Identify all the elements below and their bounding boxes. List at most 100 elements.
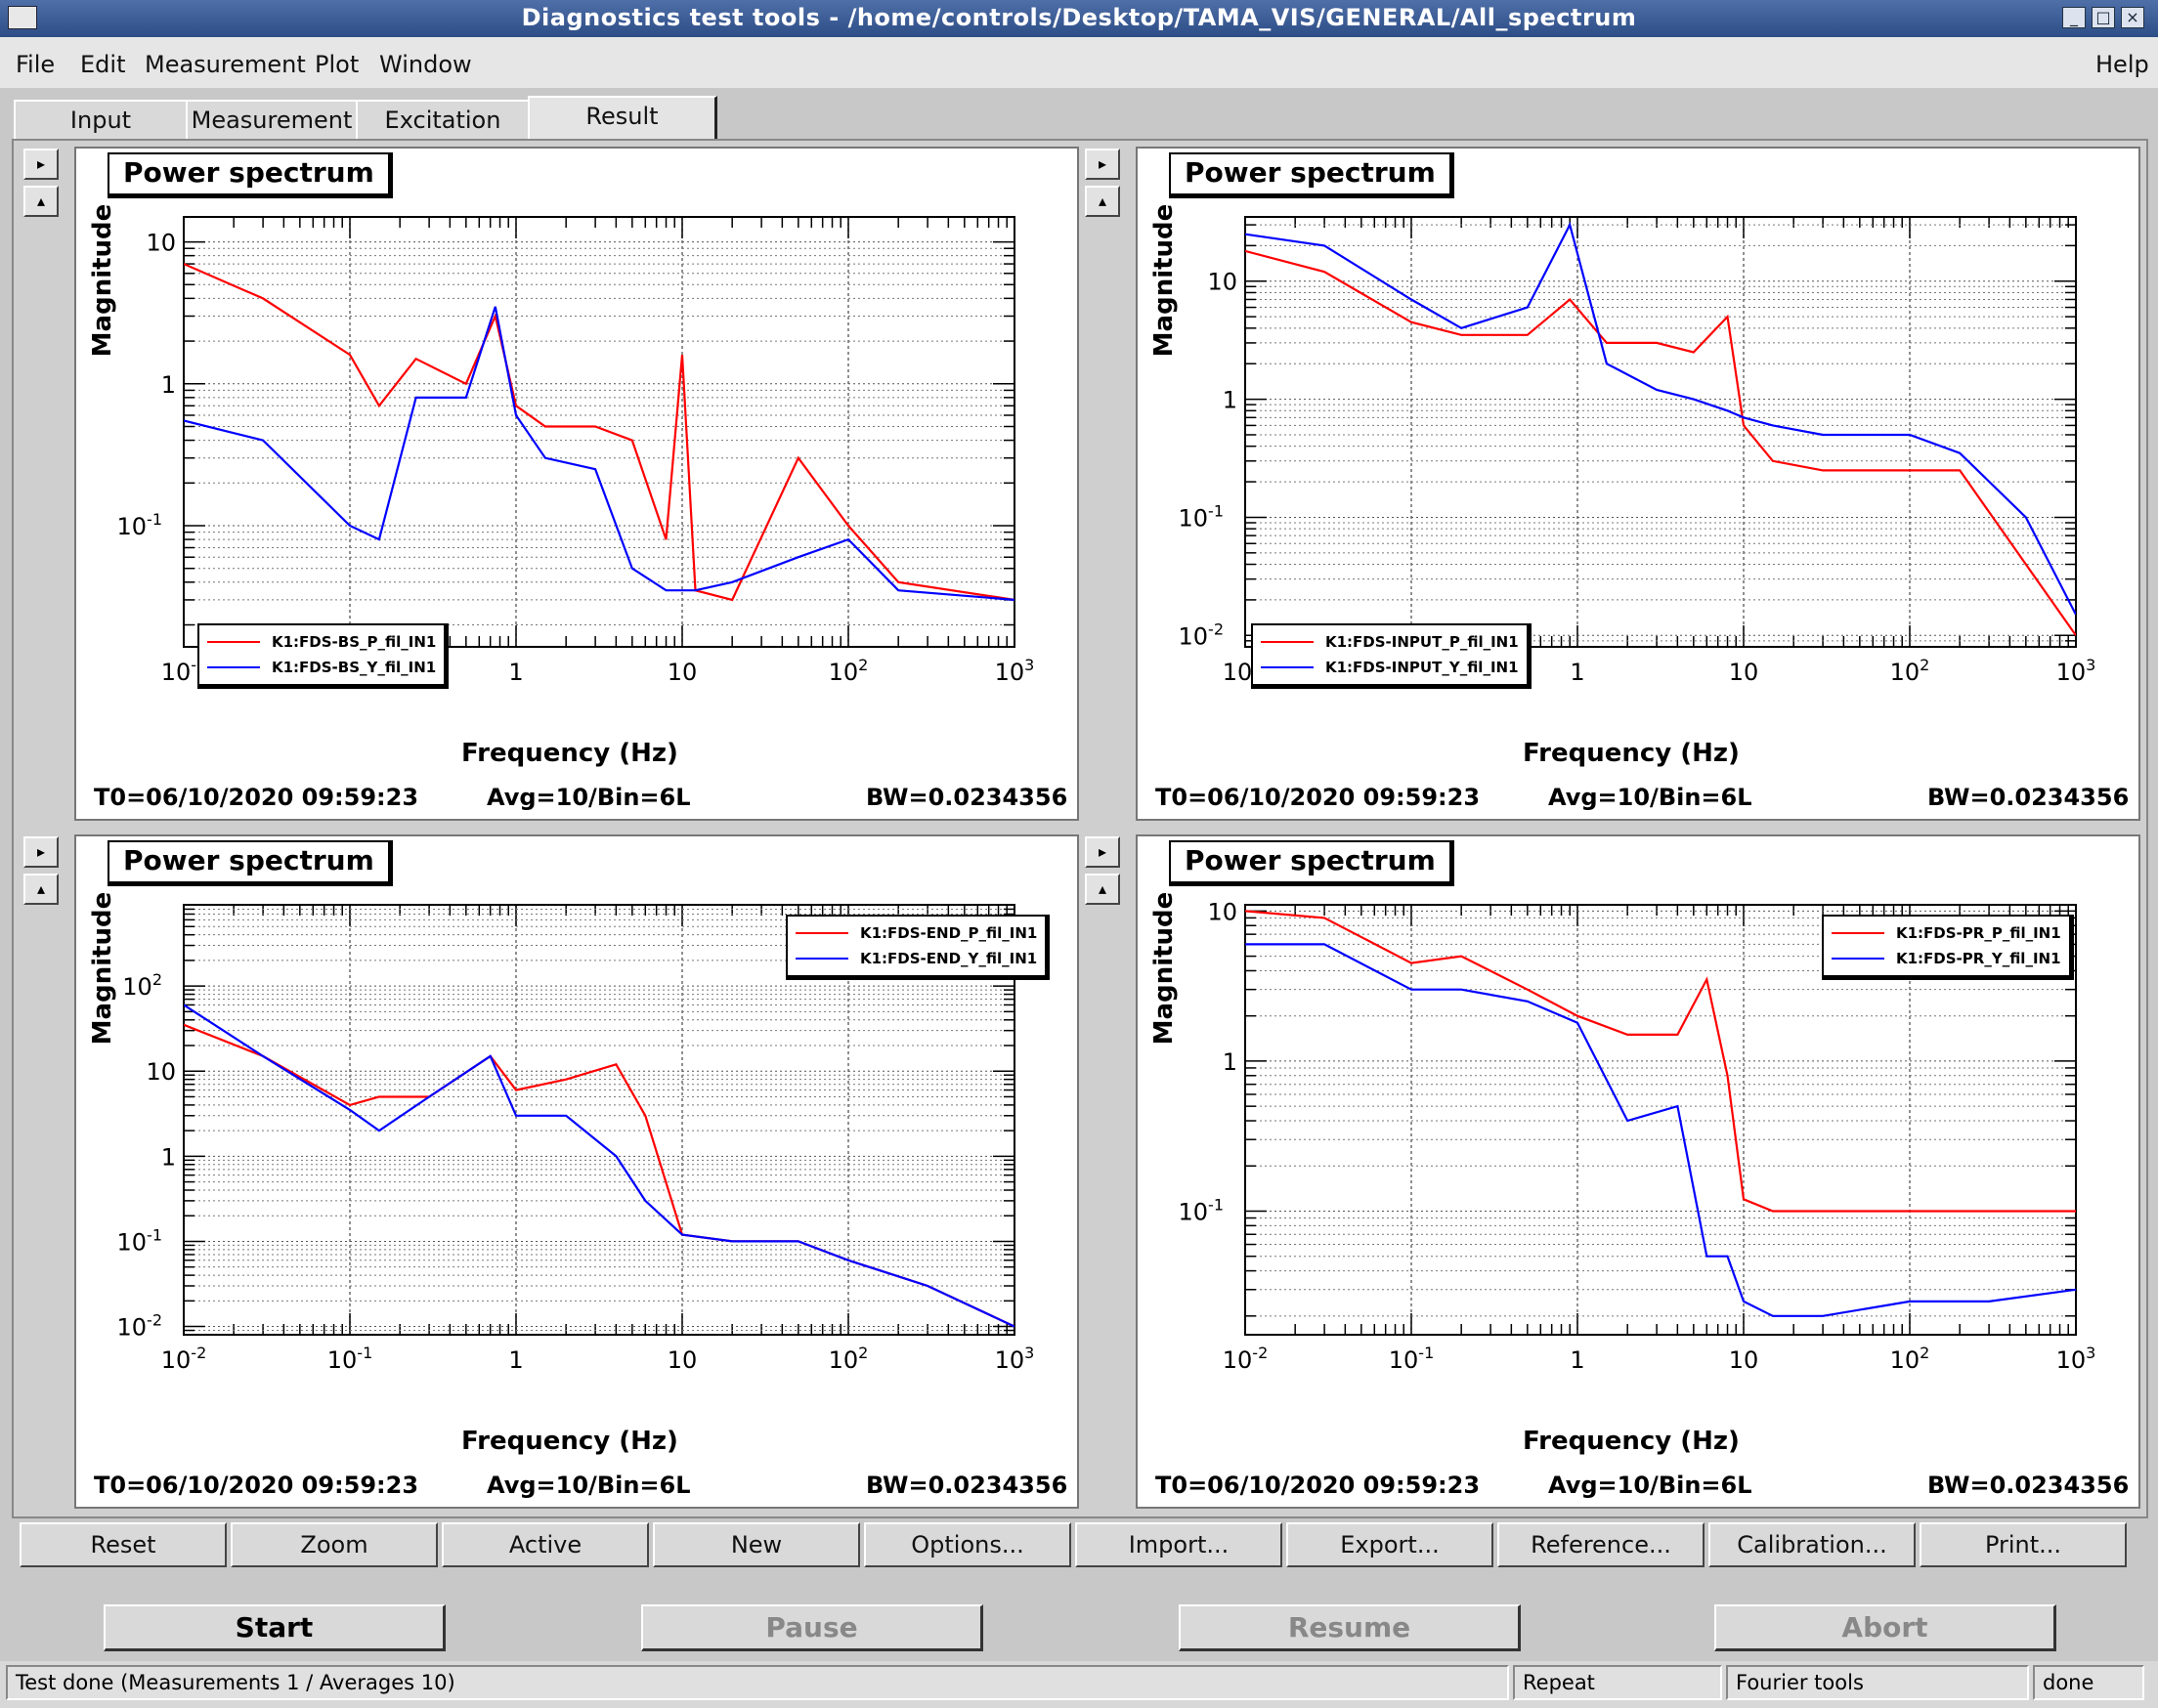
tab-input[interactable]: Input [14, 100, 188, 139]
tab-bar: Input Measurement Excitation Result [0, 94, 2158, 139]
series-line-y [184, 306, 1014, 601]
x-tick-exponent: -2 [191, 1344, 206, 1362]
spectrum-plot[interactable]: 10-2 10-1 1 10 102 103 10-2 10-1 1 10 102 [76, 836, 1077, 1423]
window-titlebar: Diagnostics test tools - /home/controls/… [0, 0, 2158, 37]
zoom-button[interactable]: Zoom [231, 1522, 438, 1567]
active-button[interactable]: Active [442, 1522, 649, 1567]
menu-file[interactable]: File [16, 51, 56, 78]
x-tick-label: 10 [668, 659, 698, 686]
plot-frame [183, 216, 1015, 648]
tab-excitation[interactable]: Excitation [356, 100, 530, 139]
abort-button[interactable]: Abort [1714, 1604, 2056, 1651]
y-tick-label: 10-2 [1179, 619, 1225, 650]
panel-collapse-up-button[interactable]: ▴ [1085, 186, 1120, 217]
legend-label: K1:FDS-INPUT_P_fil_IN1 [1325, 633, 1519, 651]
x-tick-label: 10-2 [1223, 1344, 1269, 1374]
x-tick-exponent: 2 [858, 1344, 868, 1362]
x-tick-label: 102 [829, 656, 869, 686]
panel-expand-right-button[interactable]: ▸ [23, 149, 59, 180]
menu-measurement[interactable]: Measurement [145, 51, 306, 78]
panel-expand-right-button[interactable]: ▸ [1085, 149, 1120, 180]
close-icon[interactable]: × [2121, 7, 2144, 28]
window-menu-icon[interactable] [8, 6, 37, 29]
maximize-icon[interactable]: □ [2092, 7, 2115, 28]
y-tick-exponent: -2 [147, 1311, 162, 1330]
export-button[interactable]: Export... [1286, 1522, 1493, 1567]
x-tick-label: 10 [1729, 1346, 1759, 1374]
start-button[interactable]: Start [104, 1604, 446, 1651]
x-tick-label: 1 [1570, 659, 1584, 686]
x-tick-label: 103 [2056, 1344, 2096, 1374]
panel-collapse-up-button[interactable]: ▴ [23, 186, 59, 217]
panel-collapse-up-button[interactable]: ▴ [1085, 874, 1120, 905]
plot-legend: K1:FDS-BS_P_fil_IN1 K1:FDS-BS_Y_fil_IN1 [197, 623, 450, 689]
legend-swatch-red [796, 932, 848, 934]
options-button[interactable]: Options... [864, 1522, 1071, 1567]
legend-entry: K1:FDS-INPUT_P_fil_IN1 [1261, 629, 1519, 655]
status-repeat: Repeat [1513, 1665, 1722, 1700]
menu-edit[interactable]: Edit [80, 51, 126, 78]
y-tick-label: 10-1 [117, 1225, 163, 1256]
legend-entry: K1:FDS-BS_P_fil_IN1 [207, 629, 436, 655]
plot-toolbar: Reset Zoom Active New Options... Import.… [20, 1522, 2140, 1571]
tab-result[interactable]: Result [528, 96, 717, 139]
menu-help[interactable]: Help [2095, 51, 2149, 78]
t0-label: T0=06/10/2020 09:59:23 [1155, 1472, 1481, 1499]
legend-swatch-red [1261, 641, 1314, 643]
print-button[interactable]: Print... [1920, 1522, 2127, 1567]
series-line-y [1245, 943, 2076, 1317]
panel-collapse-up-button[interactable]: ▴ [23, 874, 59, 905]
legend-label: K1:FDS-END_P_fil_IN1 [860, 924, 1038, 942]
y-tick-exponent: -1 [1208, 501, 1224, 520]
y-tick-label: 1 [1223, 387, 1237, 414]
bw-label: BW=0.0234356 [866, 784, 1068, 811]
minimize-icon[interactable]: _ [2062, 7, 2086, 28]
y-tick-label: 10 [146, 230, 176, 257]
new-button[interactable]: New [653, 1522, 860, 1567]
plot-title: Power spectrum [108, 840, 393, 886]
x-tick-exponent: -1 [357, 1344, 372, 1362]
x-tick-label: 102 [829, 1344, 869, 1374]
resume-button[interactable]: Resume [1179, 1604, 1521, 1651]
menu-window[interactable]: Window [379, 51, 472, 78]
tab-measurement[interactable]: Measurement [186, 100, 358, 139]
y-tick-exponent: 2 [152, 970, 162, 989]
plot-canvas[interactable]: Power spectrum Magnitude 10-210-11101021… [1136, 147, 2140, 821]
pause-button[interactable]: Pause [641, 1604, 983, 1651]
t0-label: T0=06/10/2020 09:59:23 [1155, 784, 1481, 811]
legend-entry: K1:FDS-PR_P_fil_IN1 [1832, 920, 2061, 946]
x-tick-label: 10-2 [161, 1344, 207, 1374]
panel-expand-right-button[interactable]: ▸ [23, 836, 59, 868]
legend-entry: K1:FDS-PR_Y_fil_IN1 [1832, 946, 2061, 971]
legend-swatch-blue [1832, 958, 1884, 960]
y-tick-label: 1 [161, 1143, 176, 1171]
legend-entry: K1:FDS-INPUT_Y_fil_IN1 [1261, 655, 1519, 680]
series-line-p [184, 1023, 1014, 1328]
x-tick-label: 102 [1890, 656, 1930, 686]
plot-title: Power spectrum [108, 152, 393, 198]
spectrum-panel-bs: ▸ ▴ Power spectrum Magnitude 10-210-1110… [23, 147, 1083, 831]
x-tick-exponent: 2 [1920, 1344, 1929, 1362]
reset-button[interactable]: Reset [20, 1522, 227, 1567]
legend-swatch-red [207, 641, 260, 643]
x-tick-label: 1 [508, 1346, 523, 1374]
t0-label: T0=06/10/2020 09:59:23 [94, 784, 419, 811]
plot-legend: K1:FDS-INPUT_P_fil_IN1 K1:FDS-INPUT_Y_fi… [1251, 623, 1532, 689]
panel-expand-right-button[interactable]: ▸ [1085, 836, 1120, 868]
calibration-button[interactable]: Calibration... [1708, 1522, 1916, 1567]
legend-label: K1:FDS-PR_P_fil_IN1 [1896, 924, 2061, 942]
reference-button[interactable]: Reference... [1497, 1522, 1705, 1567]
status-fourier: Fourier tools [1726, 1665, 2029, 1700]
series-line-p [184, 263, 1014, 602]
legend-entry: K1:FDS-END_Y_fil_IN1 [796, 946, 1037, 971]
plot-canvas[interactable]: Power spectrum Magnitude 10-210-11101021… [74, 147, 1079, 821]
menu-plot[interactable]: Plot [315, 51, 360, 78]
import-button[interactable]: Import... [1075, 1522, 1282, 1567]
y-tick-exponent: -1 [1208, 1195, 1224, 1214]
series-line-y [1245, 222, 2076, 616]
avg-label: Avg=10/Bin=6L [487, 1472, 691, 1499]
